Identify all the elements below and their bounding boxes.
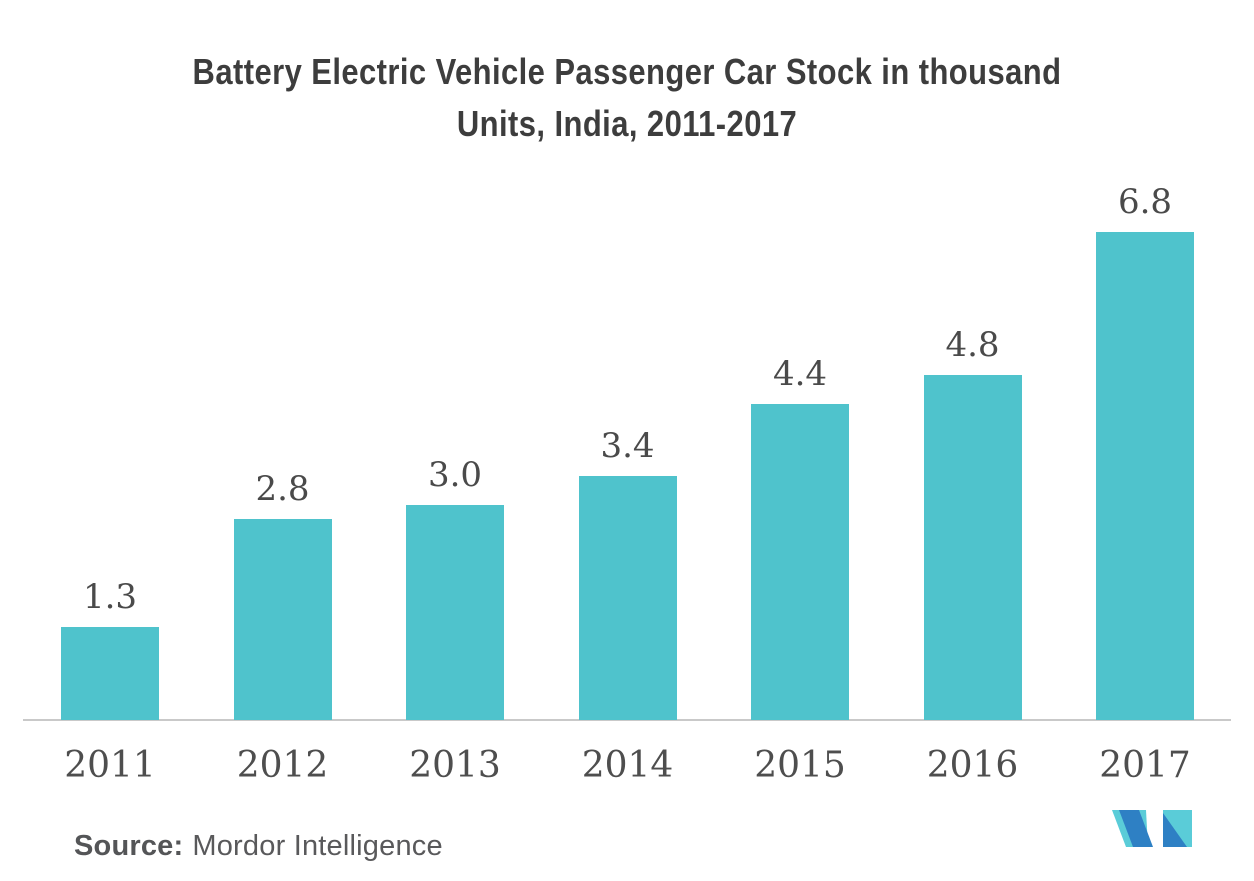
chart-title: Battery Electric Vehicle Passenger Car S… <box>88 46 1166 150</box>
bar-2015 <box>751 404 849 720</box>
bar-value-label-2016: 4.8 <box>945 325 1000 365</box>
mordor-intelligence-logo <box>1112 810 1192 847</box>
bar-2013 <box>406 505 504 720</box>
x-tick-label-2015: 2015 <box>754 745 846 786</box>
x-tick-label-2014: 2014 <box>581 745 674 786</box>
x-axis-line <box>23 719 1231 721</box>
chart-title-line2: Units, India, 2011-2017 <box>456 103 798 144</box>
bar-value-label-2014: 3.4 <box>600 426 655 466</box>
x-tick-label-2016: 2016 <box>926 745 1019 786</box>
x-tick-label-2011: 2011 <box>64 745 156 786</box>
bar-value-label-2011: 1.3 <box>82 577 138 617</box>
x-tick-label-2017: 2017 <box>1099 745 1191 786</box>
source-line: Source: Mordor Intelligence <box>74 830 443 863</box>
bar-2011 <box>61 627 159 720</box>
logo-left-blue-shape <box>1119 810 1153 847</box>
bar-2014 <box>578 476 677 720</box>
bar-value-label-2013: 3.0 <box>427 455 483 495</box>
chart-title-line1: Battery Electric Vehicle Passenger Car S… <box>192 51 1062 92</box>
bar-value-label-2012: 2.8 <box>255 469 310 509</box>
x-tick-label-2012: 2012 <box>236 745 329 786</box>
bar-2016 <box>923 375 1022 720</box>
bar-value-label-2017: 6.8 <box>1117 182 1173 222</box>
logo-right-blue-shape <box>1163 813 1187 847</box>
source-label: Source: <box>74 830 184 862</box>
x-tick-label-2013: 2013 <box>409 745 501 786</box>
source-name: Mordor Intelligence <box>192 830 443 862</box>
bar-2017 <box>1096 232 1194 720</box>
bar-2012 <box>233 519 332 720</box>
bar-value-label-2015: 4.4 <box>772 354 828 394</box>
